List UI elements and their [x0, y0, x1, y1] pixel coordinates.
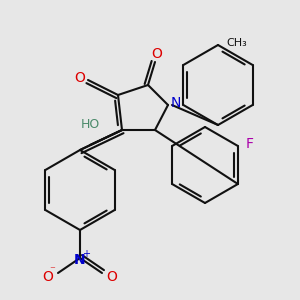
Text: O: O: [152, 47, 162, 61]
Text: O: O: [75, 71, 86, 85]
Text: F: F: [246, 137, 254, 151]
Text: HO: HO: [80, 118, 100, 131]
Text: CH₃: CH₃: [226, 38, 247, 48]
Text: N: N: [171, 96, 181, 110]
Text: O: O: [43, 270, 53, 284]
Text: N: N: [74, 253, 86, 267]
Text: O: O: [106, 270, 117, 284]
Text: +: +: [82, 249, 90, 259]
Text: ⁻: ⁻: [49, 265, 55, 275]
